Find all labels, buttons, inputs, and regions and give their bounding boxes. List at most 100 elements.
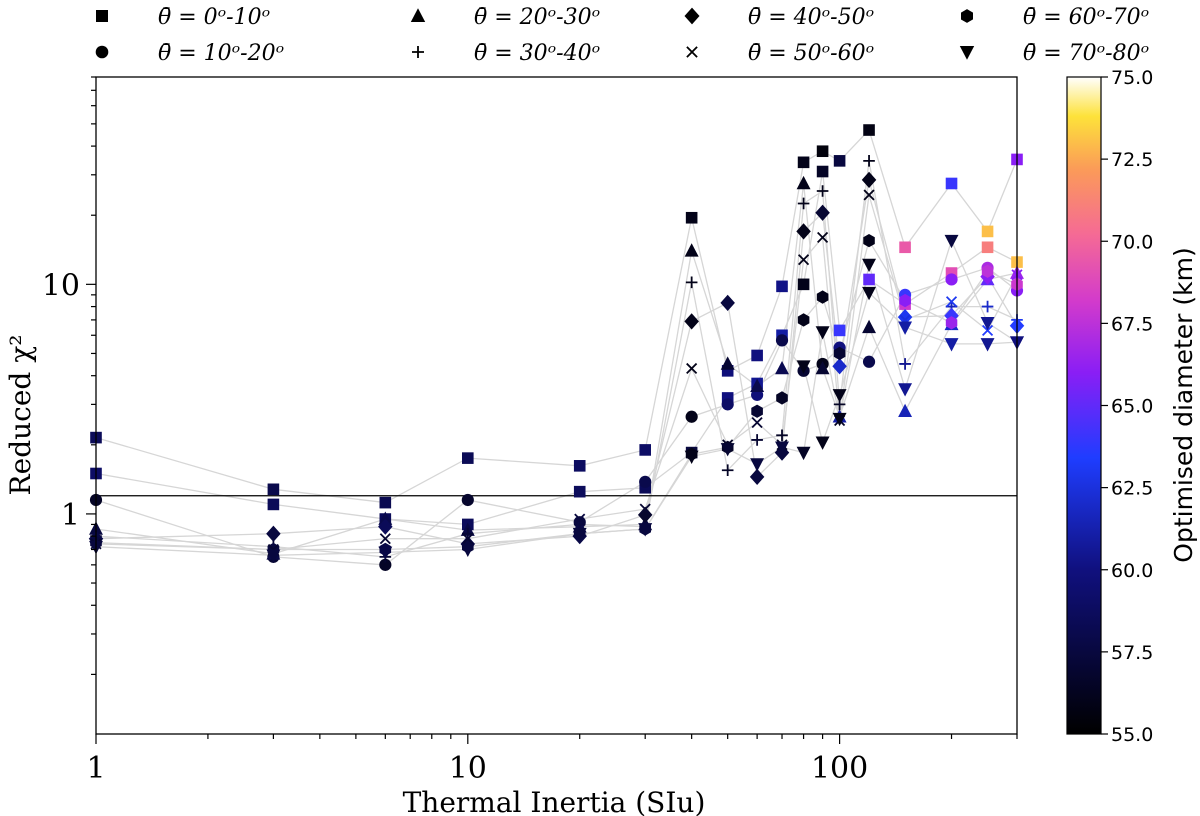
series-line-triangle-up: [95, 183, 1018, 555]
marker-shape: [833, 155, 846, 167]
data-point: [797, 313, 810, 327]
marker-shape: [863, 234, 875, 248]
data-point: [797, 156, 810, 169]
data-point: [899, 293, 911, 308]
marker-shape: [686, 46, 698, 58]
data-point: [981, 324, 994, 336]
marker-shape: [776, 429, 788, 442]
marker-shape: [267, 498, 280, 511]
marker-shape: [815, 326, 830, 340]
marker-shape: [862, 319, 877, 334]
data-point: [796, 360, 811, 374]
marker-shape: [945, 316, 958, 330]
data-point: [817, 231, 829, 244]
series-hexagon: [90, 234, 1023, 557]
colorbar-tick-label: 67.5: [1111, 313, 1153, 335]
data-point: [379, 558, 392, 571]
series-square-a: [90, 124, 1023, 509]
data-point: [980, 338, 995, 352]
marker-shape: [685, 211, 698, 224]
marker-shape: [862, 355, 876, 368]
data-point: [981, 225, 994, 238]
data-point: [776, 391, 788, 405]
data-point: [944, 338, 959, 352]
marker-shape: [412, 46, 424, 58]
data-point: [899, 358, 911, 370]
data-point: [832, 412, 847, 427]
data-point: [898, 321, 913, 335]
marker-shape: [267, 483, 280, 496]
marker-shape: [944, 234, 959, 249]
x-axis-label: Thermal Inertia (SIu): [403, 786, 706, 816]
legend-entry: θ̄ = 20ᵒ-30ᵒ: [410, 5, 600, 30]
data-point: [796, 175, 811, 190]
series-circle: [89, 261, 1024, 571]
marker-shape: [899, 293, 911, 308]
series-line-plus: [95, 160, 1018, 558]
data-point: [639, 475, 652, 488]
data-point: [720, 294, 735, 312]
marker-shape: [639, 503, 651, 515]
series-lines: [95, 128, 1018, 566]
legend-label: θ̄ = 50ᵒ-60ᵒ: [748, 41, 874, 66]
legend-marker-hexagon: [961, 9, 973, 23]
marker-shape: [684, 313, 699, 330]
data-point: [751, 404, 763, 418]
data-point: [945, 273, 958, 286]
marker-shape: [981, 225, 994, 238]
marker-shape: [684, 450, 699, 464]
marker-shape: [96, 10, 108, 22]
data-point: [776, 429, 788, 442]
marker-shape: [833, 324, 846, 337]
data-point: [980, 316, 995, 331]
data-point: [685, 276, 698, 289]
data-point: [751, 434, 763, 446]
marker-shape: [750, 378, 765, 393]
legend-entry: θ̄ = 30ᵒ-40ᵒ: [412, 41, 600, 66]
marker-shape: [378, 511, 393, 525]
marker-shape: [751, 434, 763, 446]
data-point: [266, 549, 281, 563]
data-point: [574, 513, 586, 525]
data-point: [775, 441, 789, 455]
marker-shape: [898, 383, 913, 397]
marker-shape: [832, 358, 847, 375]
data-point: [267, 498, 280, 511]
marker-shape: [833, 346, 846, 361]
legend-label: θ̄ = 70ᵒ-80ᵒ: [1023, 41, 1149, 66]
data-point: [863, 189, 875, 201]
colorbar-tick-label: 70.0: [1111, 231, 1153, 253]
data-point: [573, 460, 586, 472]
data-point: [379, 496, 392, 509]
data-point: [862, 258, 877, 273]
data-point: [685, 410, 698, 423]
marker-shape: [796, 175, 811, 190]
marker-shape: [980, 316, 995, 331]
legend-label: θ̄ = 20ᵒ-30ᵒ: [474, 5, 600, 30]
legend-label: θ̄ = 60ᵒ-70ᵒ: [1023, 5, 1149, 30]
marker-shape: [721, 398, 734, 411]
legend-marker-diamond: [684, 7, 700, 25]
data-point: [798, 254, 810, 266]
data-point: [816, 290, 829, 304]
marker-shape: [751, 404, 763, 418]
marker-shape: [817, 231, 829, 244]
colorbar-label: Optimised diameter (km): [1169, 247, 1198, 562]
marker-shape: [796, 223, 811, 240]
data-point: [750, 458, 765, 472]
data-point: [461, 493, 474, 507]
marker-shape: [776, 280, 788, 293]
marker-shape: [685, 410, 698, 423]
series-line-circle: [95, 267, 1018, 566]
data-point: [815, 360, 830, 375]
data-point: [684, 243, 699, 257]
data-point: [816, 185, 829, 197]
marker-shape: [798, 254, 810, 266]
marker-shape: [944, 338, 959, 352]
series-triangle-down-b: [796, 286, 1024, 450]
marker-shape: [959, 46, 975, 60]
data-point: [686, 362, 698, 375]
marker-shape: [797, 156, 810, 169]
data-point: [833, 324, 846, 337]
legend-label: θ̄ = 0ᵒ-10ᵒ: [158, 5, 270, 30]
